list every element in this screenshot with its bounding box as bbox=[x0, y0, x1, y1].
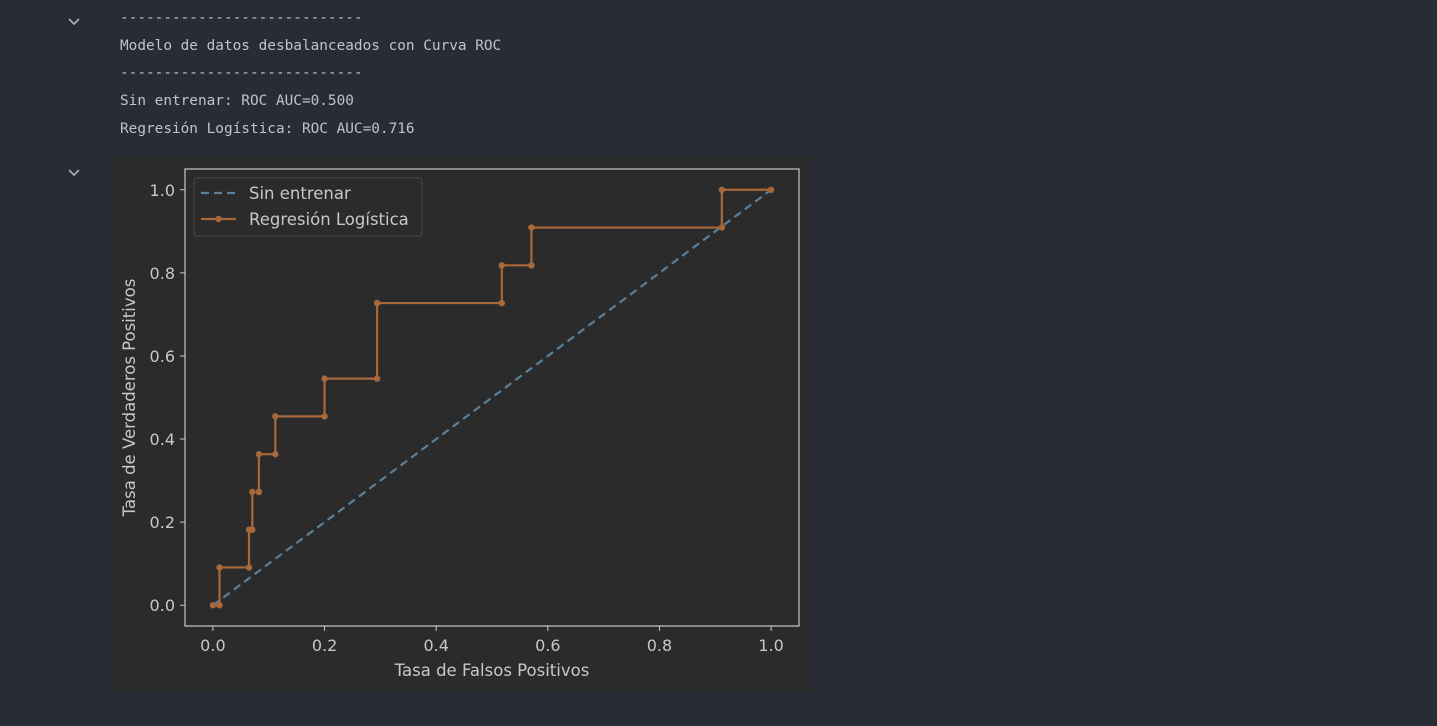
data-point bbox=[498, 262, 506, 269]
output-separator-bottom: ---------------------------- bbox=[120, 65, 363, 81]
series-line-regresion-logistica bbox=[212, 188, 772, 607]
data-point bbox=[272, 413, 279, 420]
data-point bbox=[498, 299, 506, 307]
y-tick-label: 0.8 bbox=[150, 264, 175, 283]
data-point bbox=[528, 224, 535, 231]
data-point bbox=[528, 262, 535, 269]
data-point bbox=[373, 299, 381, 307]
y-tick-label: 0.6 bbox=[150, 347, 175, 366]
data-point bbox=[249, 526, 256, 533]
data-point bbox=[321, 413, 328, 420]
data-point bbox=[321, 375, 328, 382]
y-tick-label: 1.0 bbox=[150, 181, 175, 200]
data-point bbox=[216, 602, 223, 609]
output-auc-logistic: Regresión Logística: ROC AUC=0.716 bbox=[120, 121, 415, 137]
data-point bbox=[245, 564, 253, 571]
collapse-output-chevron[interactable] bbox=[64, 11, 84, 31]
data-point bbox=[255, 488, 263, 496]
legend-marker-regresion-logistica bbox=[215, 215, 222, 223]
y-tick-label: 0.0 bbox=[150, 596, 175, 615]
data-point bbox=[272, 450, 279, 458]
data-point bbox=[373, 375, 381, 382]
legend-label-sin-entrenar: Sin entrenar bbox=[249, 184, 351, 203]
y-axis-label: Tasa de Verdaderos Positivos bbox=[120, 279, 139, 518]
data-point bbox=[209, 602, 217, 609]
y-tick-label: 0.2 bbox=[150, 513, 175, 532]
output-title-line: Modelo de datos desbalanceados con Curva… bbox=[120, 38, 502, 54]
plot-output: 0.0 0.2 0.4 0.6 0.8 1.0 0.0 0.2 0.4 0.6 0.8 1.0 Tasa… bbox=[109, 156, 811, 692]
x-tick-label: 1.0 bbox=[758, 636, 783, 655]
x-tick-label: 0.8 bbox=[647, 636, 672, 655]
output-separator-top: ---------------------------- bbox=[120, 10, 363, 26]
chevron-down-icon bbox=[68, 169, 80, 177]
legend-box bbox=[193, 177, 423, 237]
series-line-sin-entrenar bbox=[212, 188, 772, 607]
x-axis-label: Tasa de Falsos Positivos bbox=[394, 661, 590, 680]
legend-label-regresion-logistica: Regresión Logística bbox=[249, 210, 409, 229]
collapse-plot-chevron[interactable] bbox=[64, 162, 84, 182]
data-point bbox=[216, 564, 223, 571]
chevron-down-icon bbox=[68, 18, 80, 26]
data-point bbox=[767, 186, 775, 193]
data-point bbox=[718, 186, 726, 193]
x-tick-label: 0.2 bbox=[312, 636, 337, 655]
data-point bbox=[255, 450, 263, 458]
data-point bbox=[249, 488, 256, 496]
x-tick-label: 0.4 bbox=[423, 636, 448, 655]
data-point bbox=[718, 224, 726, 231]
x-tick-label: 0.6 bbox=[535, 636, 560, 655]
roc-chart: 0.0 0.2 0.4 0.6 0.8 1.0 0.0 0.2 0.4 0.6 0.8 1.0 Tasa… bbox=[120, 168, 800, 680]
y-tick-label: 0.4 bbox=[150, 430, 175, 449]
x-tick-label: 0.0 bbox=[200, 636, 225, 655]
output-auc-baseline: Sin entrenar: ROC AUC=0.500 bbox=[120, 93, 354, 109]
